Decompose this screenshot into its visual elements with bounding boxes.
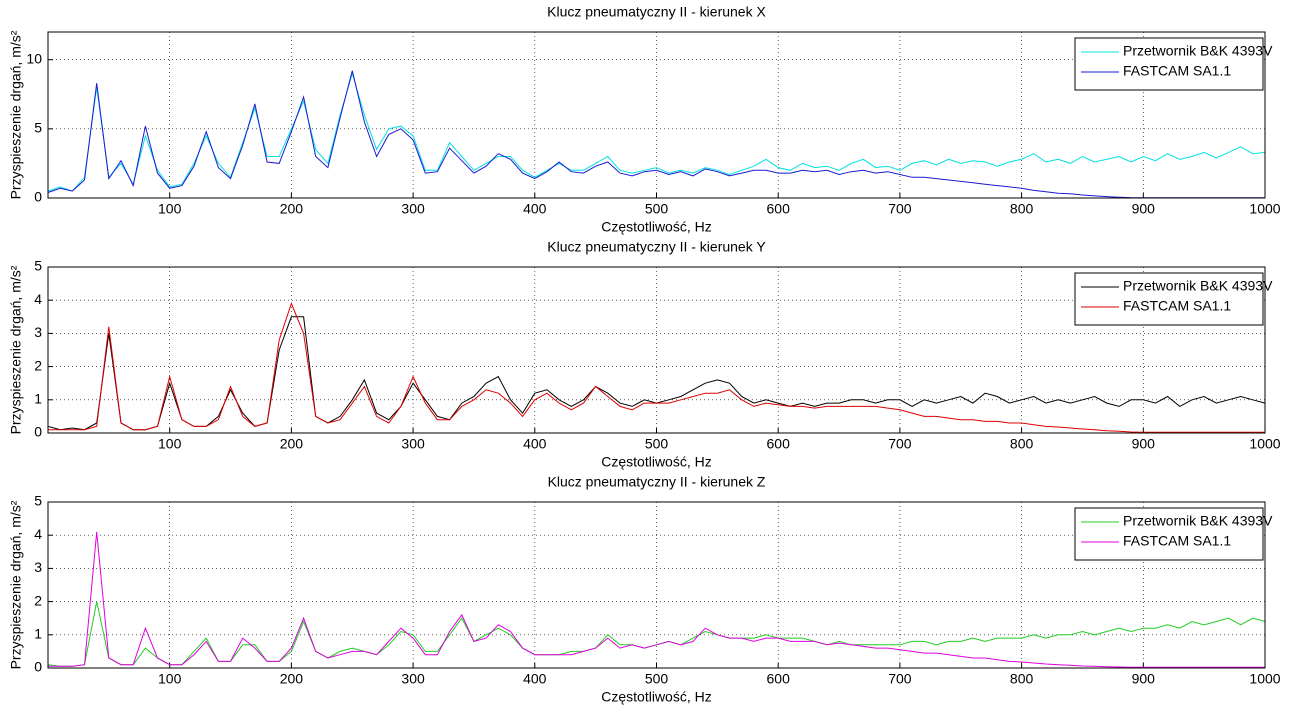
x-tick-label: 1000 [1249, 201, 1280, 217]
x-tick-label: 1000 [1249, 671, 1280, 687]
x-tick-label: 100 [158, 201, 182, 217]
y-tick-label: 1 [34, 391, 42, 407]
y-axis-label: Przyspieszenie drgań, m/s² [8, 30, 24, 199]
data-line [47, 601, 1266, 667]
y-axis-label: Przyspieszenie drgań, m/s² [8, 265, 24, 434]
x-tick-label: 700 [888, 436, 912, 452]
y-tick-label: 5 [34, 258, 42, 274]
x-axis-label: Częstotliwość, Hz [601, 454, 711, 470]
y-tick-label: 0 [34, 659, 42, 675]
y-tick-label: 10 [26, 50, 42, 66]
chart-title: Klucz pneumatyczny II - kierunek X [547, 4, 766, 20]
x-tick-label: 900 [1132, 201, 1156, 217]
x-tick-label: 200 [280, 201, 304, 217]
x-tick-label: 400 [523, 436, 547, 452]
x-tick-label: 700 [888, 671, 912, 687]
x-tick-label: 1000 [1249, 436, 1280, 452]
x-tick-label: 300 [401, 671, 425, 687]
y-tick-label: 4 [34, 291, 42, 307]
legend-label: FASTCAM SA1.1 [1123, 298, 1231, 314]
axes-box [47, 31, 1266, 199]
chart-title: Klucz pneumatyczny II - kierunek Y [547, 239, 766, 255]
x-tick-label: 600 [767, 201, 791, 217]
y-tick-label: 4 [34, 526, 42, 542]
x-tick-label: 500 [645, 201, 669, 217]
x-axis-label: Częstotliwość, Hz [601, 689, 711, 705]
y-tick-label: 5 [34, 120, 42, 136]
x-tick-label: 100 [158, 436, 182, 452]
x-tick-label: 500 [645, 671, 669, 687]
y-tick-label: 0 [34, 189, 42, 205]
x-tick-label: 900 [1132, 671, 1156, 687]
y-tick-label: 5 [34, 493, 42, 509]
y-tick-label: 2 [34, 357, 42, 373]
x-tick-label: 800 [1010, 201, 1034, 217]
x-tick-label: 200 [280, 671, 304, 687]
legend-label: Przetwornik B&K 4393V [1123, 278, 1273, 294]
x-tick-label: 500 [645, 436, 669, 452]
legend-label: Przetwornik B&K 4393V [1123, 513, 1273, 529]
x-tick-label: 300 [401, 436, 425, 452]
legend-label: Przetwornik B&K 4393V [1123, 43, 1273, 59]
data-line [48, 531, 1265, 668]
legend-box [1074, 37, 1264, 91]
x-tick-label: 600 [767, 671, 791, 687]
y-tick-label: 3 [34, 559, 42, 575]
axes-box [47, 501, 1266, 669]
legend-box [1074, 272, 1264, 326]
data-line [47, 316, 1266, 431]
legend-label: FASTCAM SA1.1 [1123, 533, 1231, 549]
x-axis-label: Częstotliwość, Hz [601, 219, 711, 235]
x-tick-label: 300 [401, 201, 425, 217]
x-tick-label: 800 [1010, 436, 1034, 452]
x-tick-label: 700 [888, 201, 912, 217]
legend-label: FASTCAM SA1.1 [1123, 63, 1231, 79]
data-line [47, 71, 1266, 192]
x-tick-label: 400 [523, 671, 547, 687]
y-tick-label: 3 [34, 324, 42, 340]
y-tick-label: 0 [34, 424, 42, 440]
data-line [48, 302, 1265, 433]
y-axis-label: Przyspieszenie drgań, m/s² [8, 500, 24, 669]
x-tick-label: 600 [767, 436, 791, 452]
x-tick-label: 900 [1132, 436, 1156, 452]
x-tick-label: 100 [158, 671, 182, 687]
x-tick-label: 400 [523, 201, 547, 217]
legend-box [1074, 507, 1264, 561]
axes-box [47, 266, 1266, 434]
x-tick-label: 800 [1010, 671, 1034, 687]
chart-title: Klucz pneumatyczny II - kierunek Z [548, 474, 766, 490]
data-line [47, 70, 1265, 199]
y-tick-label: 2 [34, 592, 42, 608]
x-tick-label: 200 [280, 436, 304, 452]
y-tick-label: 1 [34, 626, 42, 642]
